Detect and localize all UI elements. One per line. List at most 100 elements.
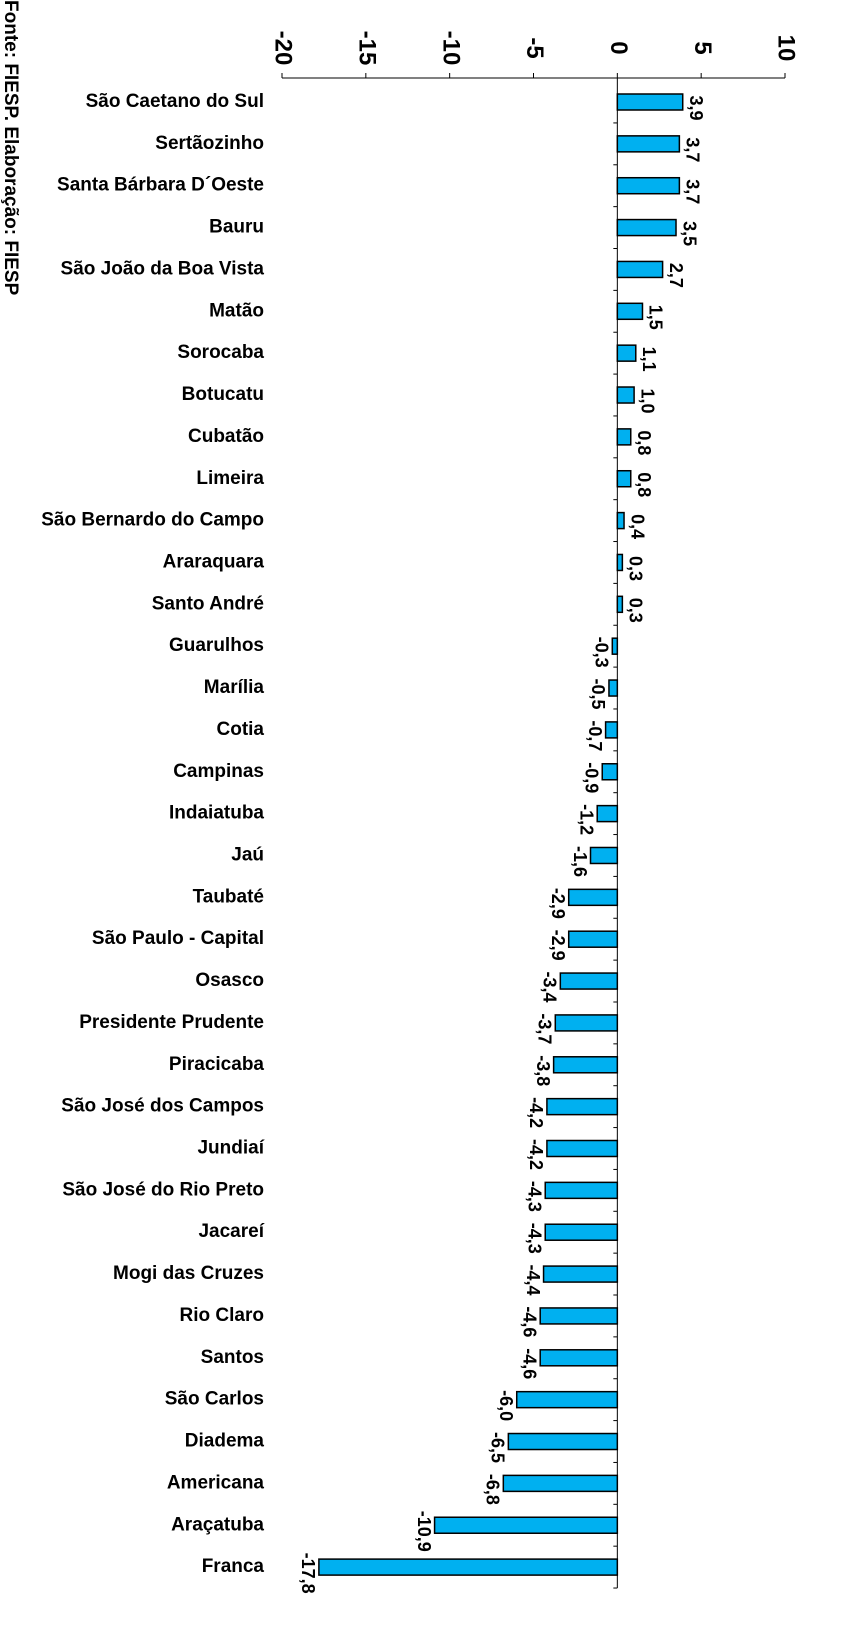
value-label: -2,9 bbox=[548, 930, 568, 961]
bar bbox=[616, 218, 677, 237]
y-tick-label: Indaiatuba bbox=[169, 803, 264, 824]
y-tick-label: Guarulhos bbox=[169, 635, 264, 656]
x-tick-label: 10 bbox=[773, 35, 800, 62]
bar bbox=[539, 1307, 619, 1325]
y-tick-label: Santo André bbox=[152, 593, 264, 614]
bar bbox=[502, 1474, 619, 1493]
bar bbox=[616, 260, 664, 279]
value-label: -0,9 bbox=[581, 762, 601, 793]
value-label: -3,4 bbox=[540, 972, 560, 1003]
y-tick-label: Botucatu bbox=[182, 384, 264, 405]
y-tick-label: Cotia bbox=[217, 719, 265, 740]
value-label: 2,7 bbox=[666, 263, 686, 288]
bar bbox=[616, 135, 681, 153]
bar bbox=[546, 1139, 619, 1158]
y-tick-label: São Paulo - Capital bbox=[92, 928, 264, 949]
bar bbox=[544, 1181, 619, 1200]
value-label: -4,6 bbox=[519, 1348, 539, 1379]
x-tick-label: -15 bbox=[353, 31, 380, 66]
y-tick-label: Franca bbox=[202, 1556, 265, 1577]
y-tick-label: São Carlos bbox=[165, 1389, 264, 1410]
y-tick-label: Limeira bbox=[196, 468, 264, 489]
value-label: -4,3 bbox=[524, 1181, 544, 1212]
value-label: 0,8 bbox=[634, 472, 654, 497]
value-label: 3,9 bbox=[686, 95, 706, 120]
value-label: -3,7 bbox=[535, 1013, 555, 1044]
value-label: 3,5 bbox=[679, 221, 699, 246]
y-tick-label: Santos bbox=[201, 1347, 264, 1368]
value-label: -4,3 bbox=[524, 1223, 544, 1254]
value-label: -4,4 bbox=[523, 1265, 543, 1296]
value-label: -10,9 bbox=[414, 1511, 434, 1552]
bar bbox=[539, 1349, 619, 1367]
bar bbox=[616, 302, 644, 321]
value-label: -4,2 bbox=[526, 1097, 546, 1128]
y-tick-label: São José dos Campos bbox=[61, 1096, 264, 1117]
value-label: -2,9 bbox=[548, 888, 568, 919]
bar bbox=[542, 1265, 619, 1283]
bar bbox=[589, 846, 619, 865]
y-tick-label: Araraquara bbox=[163, 551, 265, 572]
bar bbox=[616, 595, 624, 614]
y-tick-label: São Bernardo do Campo bbox=[41, 510, 264, 531]
y-tick-label: Matão bbox=[209, 300, 264, 321]
bar bbox=[546, 1097, 619, 1116]
x-tick-label: -10 bbox=[437, 31, 464, 66]
value-label: 0,3 bbox=[626, 598, 646, 623]
bar bbox=[567, 888, 619, 907]
y-tick-label: Osasco bbox=[195, 970, 264, 991]
bar bbox=[433, 1516, 619, 1534]
y-tick-label: Jaú bbox=[231, 844, 264, 865]
y-tick-label: São José do Rio Preto bbox=[62, 1179, 264, 1200]
y-tick-label: Jundiaí bbox=[197, 1138, 264, 1159]
value-label: -1,2 bbox=[576, 804, 596, 835]
bar bbox=[554, 1014, 619, 1032]
bar bbox=[318, 1558, 619, 1576]
value-label: -4,2 bbox=[526, 1139, 546, 1170]
bar bbox=[616, 386, 635, 404]
x-tick-label: -5 bbox=[521, 37, 548, 58]
value-label: -6,0 bbox=[496, 1390, 516, 1421]
value-label: -3,8 bbox=[533, 1055, 553, 1086]
y-tick-label: Taubaté bbox=[193, 886, 264, 907]
bar bbox=[611, 637, 619, 655]
y-tick-label: Cubatão bbox=[188, 426, 264, 447]
bar bbox=[601, 763, 619, 781]
y-tick-label: Campinas bbox=[173, 761, 264, 782]
bar bbox=[616, 344, 637, 362]
value-label: 0,3 bbox=[626, 556, 646, 581]
bar bbox=[616, 176, 681, 195]
y-tick-label: Bauru bbox=[209, 217, 264, 238]
value-label: -1,6 bbox=[570, 846, 590, 877]
bar bbox=[616, 93, 684, 111]
value-label: -0,3 bbox=[592, 637, 612, 668]
bar bbox=[559, 972, 619, 990]
value-label: 1,5 bbox=[646, 305, 666, 330]
x-tick-label: 5 bbox=[689, 41, 716, 54]
value-label: 1,0 bbox=[637, 389, 657, 414]
x-tick-label: 0 bbox=[605, 41, 632, 54]
value-label: -0,5 bbox=[588, 679, 608, 710]
y-tick-label: São Caetano do Sul bbox=[86, 91, 264, 112]
y-tick-label: Mogi das Cruzes bbox=[113, 1263, 264, 1284]
value-label: 0,4 bbox=[627, 514, 647, 539]
bar bbox=[616, 511, 625, 530]
value-label: -4,6 bbox=[519, 1306, 539, 1337]
bar bbox=[596, 804, 619, 823]
value-label: -0,7 bbox=[585, 720, 605, 751]
value-label: 0,8 bbox=[634, 430, 654, 455]
value-label: -6,8 bbox=[483, 1474, 503, 1505]
source-note: Fonte: FIESP. Elaboração: FIESP bbox=[0, 0, 21, 296]
y-tick-label: Jacareí bbox=[198, 1221, 264, 1242]
bar bbox=[616, 553, 624, 572]
y-tick-label: Santa Bárbara D´Oeste bbox=[57, 175, 264, 196]
value-label: 3,7 bbox=[683, 137, 703, 162]
value-label: 3,7 bbox=[683, 179, 703, 204]
bar bbox=[515, 1390, 619, 1409]
bar bbox=[552, 1056, 619, 1074]
y-tick-label: Piracicaba bbox=[169, 1054, 264, 1075]
x-tick-label: -20 bbox=[270, 31, 297, 66]
y-tick-label: Sertãozinho bbox=[155, 133, 264, 154]
y-tick-label: Sorocaba bbox=[177, 342, 264, 363]
